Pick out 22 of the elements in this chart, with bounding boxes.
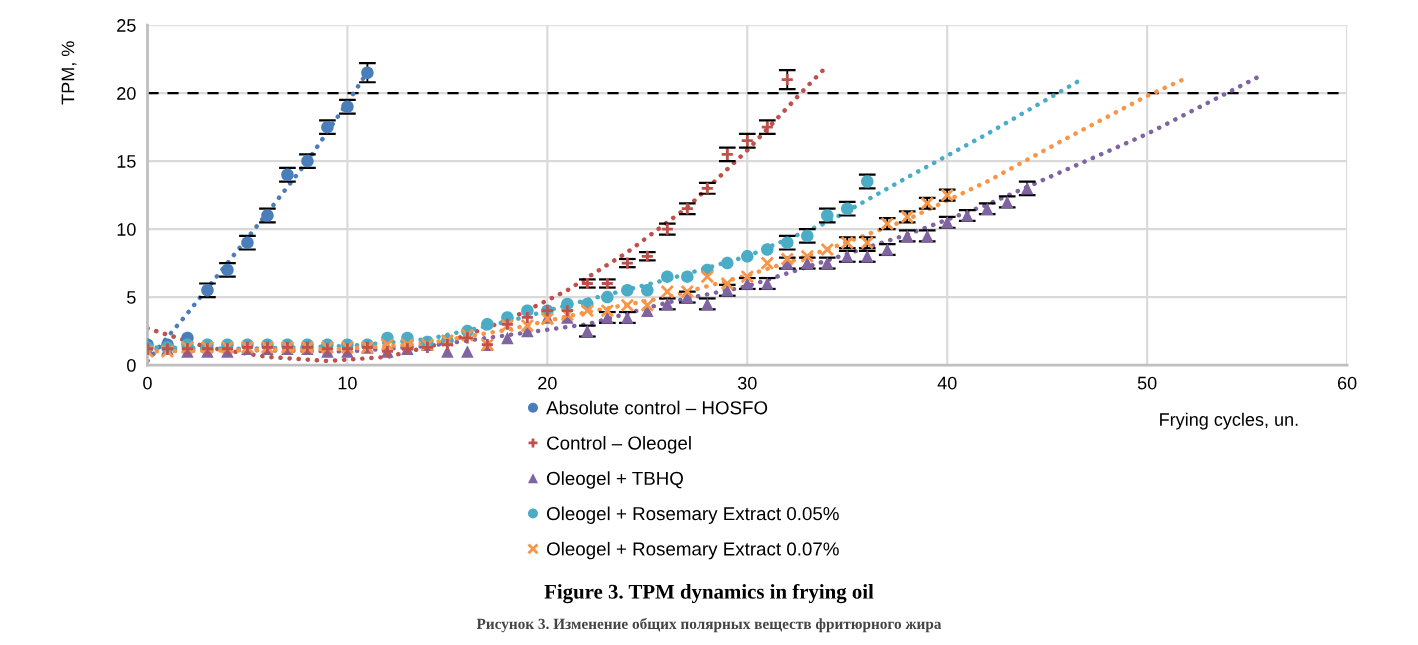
y-axis-title: TPM, %	[61, 41, 77, 105]
legend-label: Control – Oleogel	[547, 435, 691, 454]
y-tick-label: 5	[127, 291, 136, 304]
x-tick-label: 40	[937, 376, 957, 390]
legend-label: Absolute control – HOSFO	[546, 400, 768, 415]
x-tick-label: 30	[737, 376, 757, 390]
legend-label: Oleogel + TBHQ	[546, 471, 683, 489]
x-tick-label: 60	[1337, 376, 1357, 390]
text: Figure 3. TPM dynamics in frying oil	[544, 583, 874, 604]
y-tick-label: 10	[117, 223, 136, 236]
x-tick-label: 50	[1137, 376, 1157, 390]
legend-label: Oleogel + Rosemary Extract 0.05%	[546, 506, 839, 524]
x-tick-label: 10	[338, 376, 357, 390]
x-tick-label: 20	[538, 376, 557, 390]
y-tick-label: 25	[117, 19, 136, 32]
y-tick-label: 15	[117, 155, 136, 168]
legend-label: Oleogel + Rosemary Extract 0.07%	[546, 541, 839, 560]
y-tick-label: 0	[127, 359, 136, 372]
x-tick-label: 0	[143, 376, 152, 390]
y-tick-label: 20	[117, 87, 136, 100]
text: Рисунок 3. Изменение общих полярных веществ фритюрного жира	[476, 617, 942, 633]
x-axis-title: Frying cycles, un.	[1160, 412, 1298, 430]
